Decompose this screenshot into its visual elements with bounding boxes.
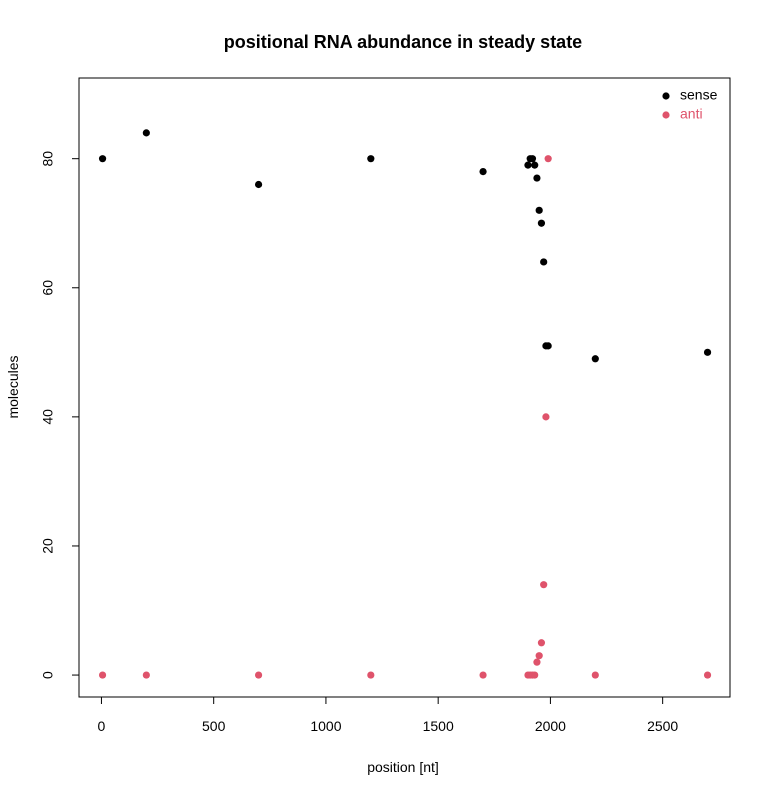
y-tick-label: 0: [40, 671, 56, 679]
point-sense: [98, 155, 107, 163]
point-sense: [540, 258, 548, 266]
point-sense: [537, 219, 546, 227]
y-axis-label: molecules: [5, 355, 21, 418]
point-sense: [528, 155, 537, 163]
data-points: [98, 129, 712, 679]
x-tick-label: 1000: [310, 718, 341, 734]
x-axis-label: position [nt]: [367, 759, 439, 775]
point-sense: [544, 342, 552, 350]
point-sense: [535, 206, 543, 214]
x-tick-label: 2000: [535, 718, 566, 734]
chart-title: positional RNA abundance in steady state: [224, 32, 582, 52]
plot-area-frame: [78, 77, 731, 698]
legend-label-sense: sense: [680, 87, 718, 103]
x-axis: 0 500 1000 1500 2000 2500: [98, 696, 678, 734]
legend-marker-sense: [662, 92, 670, 100]
legend: sense anti: [662, 87, 718, 122]
y-tick-label: 20: [40, 538, 56, 554]
y-tick-label: 40: [40, 409, 56, 425]
point-anti: [535, 652, 543, 660]
point-anti: [537, 639, 546, 647]
legend-marker-anti: [662, 111, 670, 119]
point-anti: [367, 671, 375, 679]
point-anti: [591, 671, 599, 679]
point-anti: [703, 671, 712, 679]
y-tick-label: 80: [40, 151, 56, 167]
y-tick-label: 60: [40, 280, 56, 296]
point-anti: [531, 671, 539, 679]
point-sense: [533, 174, 541, 182]
point-sense: [479, 167, 487, 176]
point-sense: [524, 161, 532, 169]
x-tick-label: 500: [202, 718, 226, 734]
point-anti: [544, 155, 552, 163]
point-anti: [142, 671, 150, 679]
point-anti: [479, 671, 487, 679]
point-sense: [531, 161, 539, 169]
x-tick-label: 2500: [647, 718, 678, 734]
point-anti: [542, 413, 550, 421]
point-sense: [703, 348, 712, 356]
point-sense: [591, 355, 599, 363]
point-anti: [533, 658, 541, 666]
point-sense: [254, 180, 263, 189]
point-sense: [367, 155, 375, 163]
y-axis: 0 20 40 60 80: [40, 151, 80, 679]
point-anti: [254, 671, 263, 679]
x-tick-label: 0: [98, 718, 106, 734]
x-tick-label: 1500: [423, 718, 454, 734]
point-sense: [142, 129, 150, 137]
legend-label-anti: anti: [680, 106, 703, 122]
point-anti: [98, 671, 107, 679]
point-anti: [540, 581, 548, 589]
